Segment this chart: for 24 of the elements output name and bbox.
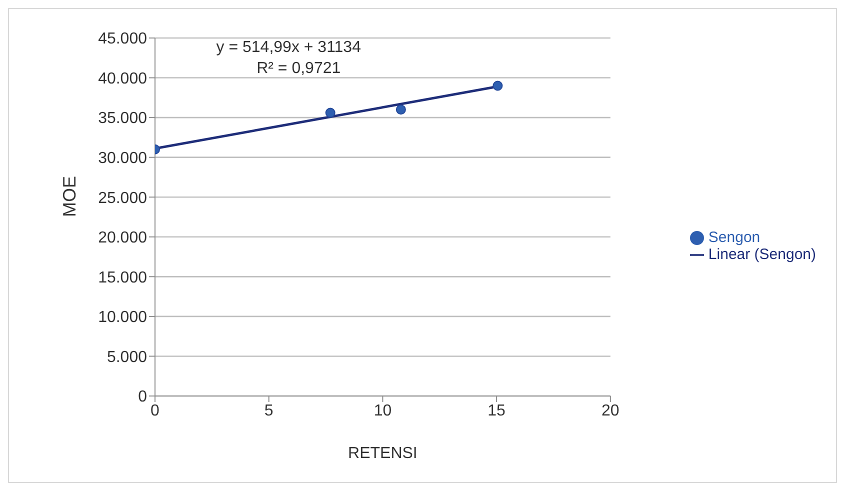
y-tick-label: 15.000 [98,269,148,286]
legend-label: Linear (Sengon) [708,246,816,262]
y-tick-label: 45.000 [98,30,148,48]
x-tick-label: 0 [150,402,160,420]
annotation: R² = 0,9721 [256,60,341,77]
x-tick-label: 15 [488,402,506,420]
y-tick-label: 25.000 [98,190,148,207]
legend-label: Sengon [708,228,760,246]
point [396,104,406,115]
y-axis-title: MOE [59,176,80,217]
y-tick-label: 0 [138,388,148,406]
y-tick-label: 30.000 [98,150,148,168]
x-tick-label: 10 [374,402,392,420]
x-axis-title: RETENSI [348,445,418,462]
x-tick-label: 20 [602,402,620,420]
y-tick-label: 40.000 [98,70,148,88]
y-tick-label: 10.000 [98,309,148,326]
y-tick-label: 5.000 [106,348,148,366]
point [492,80,503,91]
annotation: y = 514,99x + 31134 [216,39,362,56]
y-tick-label: 20.000 [98,230,148,247]
point [325,108,336,118]
x-tick-label: 5 [264,402,274,420]
y-tick-label: 35.000 [98,110,148,128]
